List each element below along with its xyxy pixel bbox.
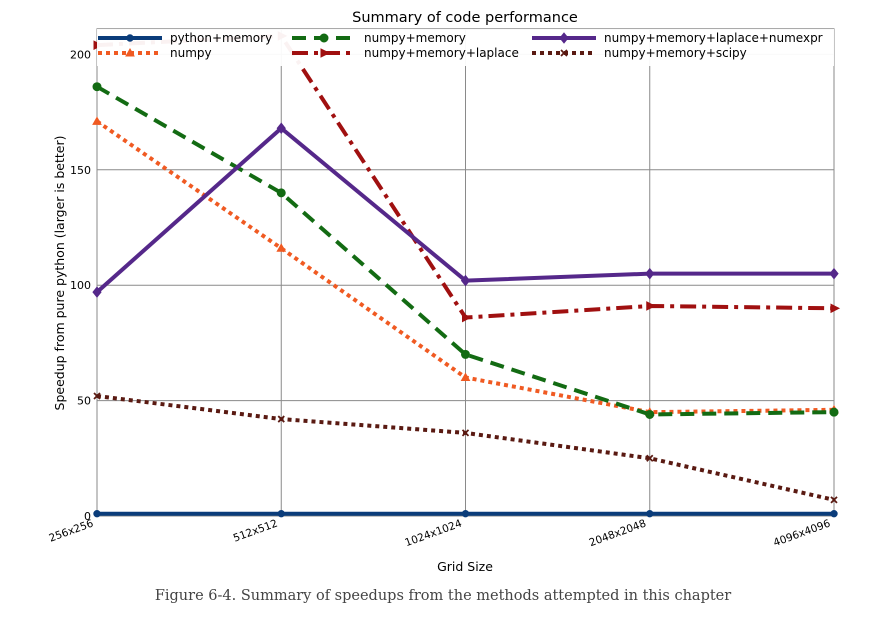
- data-point: [645, 409, 655, 419]
- legend-label: numpy+memory+laplace+numexpr: [604, 31, 823, 45]
- data-point: [92, 286, 102, 298]
- legend-marker: [125, 47, 135, 57]
- data-point: [830, 303, 841, 314]
- data-point: [276, 188, 286, 198]
- x-tick-label: 256x256: [47, 517, 95, 544]
- legend-marker: [319, 33, 329, 43]
- x-tick-label: 512x512: [232, 518, 280, 545]
- y-tick-label: 100: [70, 279, 91, 292]
- legend-label: numpy+memory+scipy: [604, 46, 747, 60]
- data-point: [92, 116, 102, 125]
- data-point: [830, 496, 838, 504]
- y-axis-label: Speedup from pure python (larger is bett…: [52, 136, 67, 411]
- series-layer: [92, 31, 841, 518]
- legend-label: numpy+memory+laplace: [364, 46, 519, 60]
- series-4: [92, 122, 839, 298]
- legend-label: numpy+memory: [364, 31, 466, 45]
- series-0: [93, 509, 838, 518]
- x-tick-label: 1024x1024: [403, 517, 463, 549]
- y-tick-label: 50: [77, 395, 91, 408]
- data-point: [461, 509, 470, 518]
- x-axis-label: Grid Size: [437, 559, 493, 574]
- legend-entry: python+memory: [98, 31, 272, 45]
- data-point: [646, 301, 656, 311]
- data-point: [645, 267, 655, 280]
- data-point: [277, 415, 285, 423]
- series-5: [93, 392, 838, 504]
- data-point: [93, 509, 101, 518]
- legend-entry: numpy+memory+scipy: [532, 46, 747, 60]
- x-tick-label: 2048x2048: [588, 518, 648, 550]
- data-point: [830, 509, 838, 518]
- data-point: [461, 349, 470, 359]
- series-2: [92, 82, 839, 419]
- chart-title: Summary of code performance: [352, 10, 578, 26]
- legend-entry: numpy: [98, 46, 212, 60]
- figure-caption: Figure 6-4. Summary of speedups from the…: [154, 588, 732, 604]
- series-line: [96, 84, 835, 417]
- data-point: [276, 243, 287, 252]
- legend-label: numpy: [170, 46, 212, 60]
- legend-box: [97, 29, 834, 66]
- data-point: [460, 372, 471, 382]
- legend-marker: [320, 48, 331, 58]
- y-tick-label: 150: [70, 164, 91, 177]
- data-point: [461, 429, 470, 437]
- data-point: [276, 122, 286, 135]
- data-point: [277, 509, 285, 518]
- x-tick-label: 4096x4096: [772, 517, 832, 549]
- legend-marker: [559, 32, 569, 44]
- legend-entry: numpy+memory+laplace: [292, 46, 519, 60]
- data-point: [93, 392, 101, 400]
- legend-marker: [560, 49, 568, 57]
- y-tick-label: 200: [70, 48, 91, 61]
- data-point: [646, 454, 654, 462]
- legend: python+memorynumpynumpy+memorynumpy+memo…: [97, 29, 834, 66]
- data-point: [829, 267, 839, 280]
- data-point: [462, 312, 472, 323]
- legend-marker: [126, 34, 134, 42]
- data-point: [829, 407, 839, 417]
- data-point: [92, 82, 102, 92]
- data-point: [460, 274, 471, 287]
- y-tick-label: 0: [84, 510, 91, 523]
- legend-label: python+memory: [170, 31, 272, 45]
- legend-entry: numpy+memory+laplace+numexpr: [532, 31, 823, 45]
- legend-entry: numpy+memory: [292, 31, 466, 45]
- data-point: [646, 509, 654, 518]
